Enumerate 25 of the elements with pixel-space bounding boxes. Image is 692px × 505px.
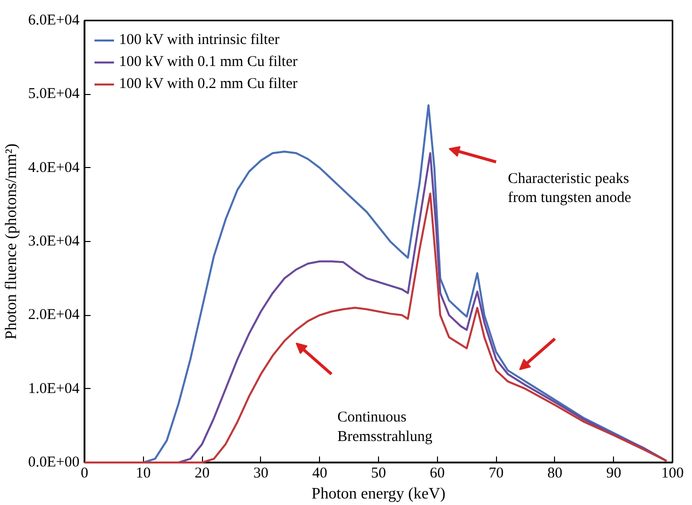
y-tick-label: 4.0E+04 — [28, 160, 80, 176]
x-tick-label: 10 — [136, 466, 151, 482]
y-tick-label: 0.0E+00 — [28, 454, 80, 470]
y-tick-label: 5.0E+04 — [28, 86, 80, 102]
x-tick-label: 40 — [312, 466, 328, 482]
x-tick-label: 70 — [488, 466, 504, 482]
x-tick-label: 30 — [253, 466, 268, 482]
x-tick-label: 90 — [606, 466, 622, 482]
y-tick-label: 1.0E+04 — [28, 380, 80, 397]
y-tick-label: 2.0E+04 — [28, 307, 80, 324]
y-tick-label: 6.0E+04 — [28, 12, 80, 28]
annotation: Characteristic peaks from tungsten anode — [508, 170, 632, 206]
legend-label: 100 kV with intrinsic filter — [119, 32, 280, 48]
x-tick-label: 80 — [547, 466, 562, 482]
y-axis-title: Photon fluence (photons/mm²) — [3, 144, 20, 340]
legend-label: 100 kV with 0.2 mm Cu filter — [119, 76, 298, 92]
x-tick-label: 20 — [194, 466, 210, 482]
annotation: Continuous Bremsstrahlung — [337, 410, 433, 445]
x-tick-label: 60 — [430, 466, 445, 482]
y-tick-label: 3.0E+04 — [28, 234, 80, 250]
x-tick-label: 100 — [661, 466, 684, 482]
x-tick-label: 0 — [80, 466, 88, 482]
x-tick-label: 50 — [371, 466, 386, 482]
x-axis-title: Photon energy (keV) — [312, 486, 446, 502]
legend-label: 100 kV with 0.1 mm Cu filter — [119, 54, 298, 70]
